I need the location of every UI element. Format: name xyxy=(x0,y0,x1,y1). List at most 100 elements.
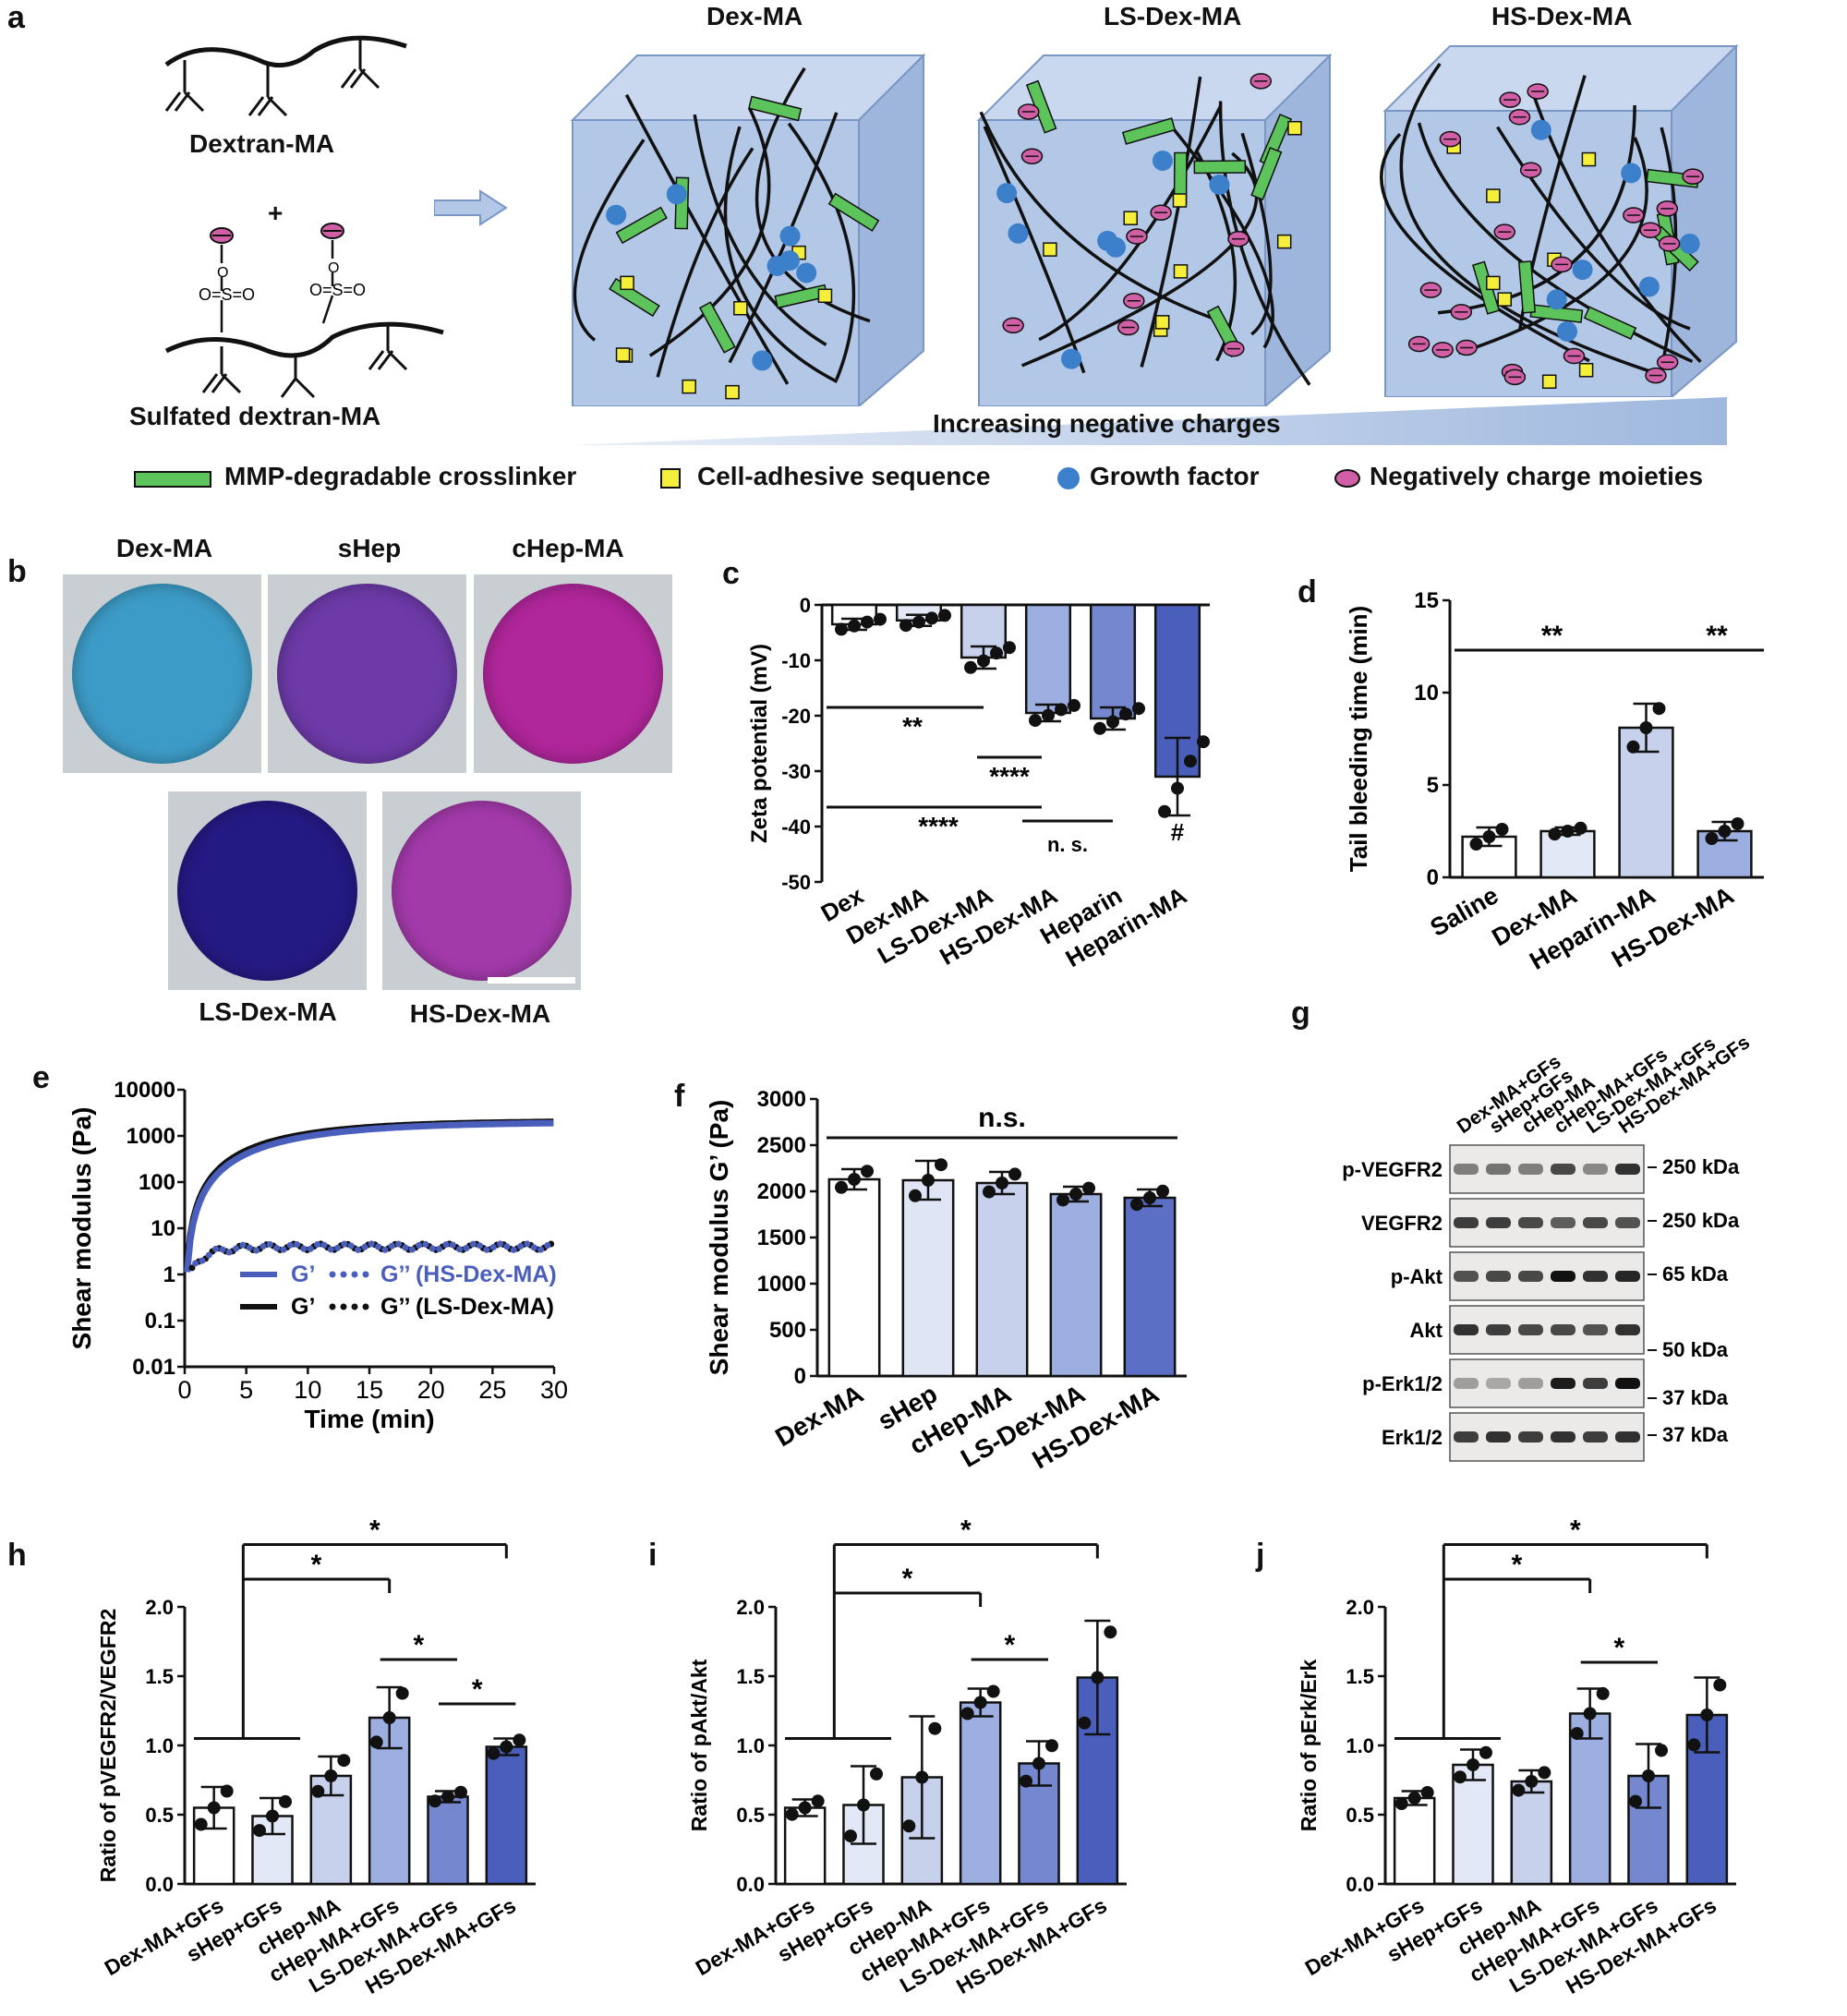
loss-point xyxy=(402,1244,409,1251)
marker-label: 250 kDa xyxy=(1662,1209,1740,1232)
adhesive-icon xyxy=(725,384,740,400)
growth-factor-icon xyxy=(779,250,800,272)
legend-dot xyxy=(362,1303,369,1310)
blot-band xyxy=(1454,1217,1479,1228)
growth-factor-icon xyxy=(796,262,817,284)
polymer-chain xyxy=(1140,76,1202,368)
polymer-chain xyxy=(979,111,1222,323)
loss-point xyxy=(436,1245,443,1252)
adhesive-icon xyxy=(620,275,634,291)
sig-annotation: * xyxy=(311,1550,322,1580)
svg-text:O: O xyxy=(328,260,339,276)
loss-point xyxy=(449,1241,456,1249)
plus-sign: + xyxy=(268,199,284,227)
dish-photo xyxy=(382,791,581,990)
y-tick-label: 0.0 xyxy=(1346,1873,1374,1896)
data-point xyxy=(1467,1758,1479,1771)
data-point xyxy=(253,1824,266,1838)
legend-growth-factor: Growth factor xyxy=(1090,462,1260,490)
data-point xyxy=(1045,1739,1058,1753)
loss-point xyxy=(416,1241,423,1249)
loss-point xyxy=(334,1244,342,1251)
y-tick-label: 0 xyxy=(800,594,811,617)
data-point xyxy=(1700,1708,1714,1721)
growth-factor-icon xyxy=(1057,467,1080,489)
blot-band xyxy=(1615,1378,1640,1389)
sulfated-dextran-structure: O=S=O O=S=O O O xyxy=(164,223,444,399)
loss-point xyxy=(395,1240,403,1248)
y-tick-label: 15 xyxy=(1414,588,1439,613)
y-tick-label: 1.0 xyxy=(145,1734,174,1757)
loss-point xyxy=(341,1240,348,1248)
crosslinker-icon xyxy=(1250,147,1283,201)
y-tick-label: 2.0 xyxy=(1346,1596,1374,1619)
dish-photo xyxy=(63,574,261,773)
loss-point xyxy=(300,1245,308,1252)
crosslinker-icon xyxy=(827,192,880,232)
blot-row-label: p-VEGFR2 xyxy=(1342,1158,1443,1181)
panel-label-j: j xyxy=(1256,1538,1265,1573)
growth-factor-icon xyxy=(666,184,687,205)
y-tick-label: 1.5 xyxy=(1346,1665,1374,1688)
sig-annotation: * xyxy=(472,1674,483,1705)
adhesive-icon xyxy=(733,301,748,316)
y-axis-label: Shear modulus (Pa) xyxy=(67,1107,96,1350)
data-point xyxy=(1479,1745,1492,1759)
y-tick-label: -20 xyxy=(781,705,811,728)
legend-dot xyxy=(329,1271,336,1278)
blot-band xyxy=(1518,1217,1543,1228)
blot-band xyxy=(1551,1164,1575,1175)
data-point xyxy=(1130,1198,1143,1212)
bar xyxy=(1024,603,1072,715)
legend-dot xyxy=(351,1271,358,1278)
data-point xyxy=(938,609,951,622)
data-point xyxy=(899,619,912,633)
data-point xyxy=(912,615,925,629)
blot-strip xyxy=(1449,1305,1645,1355)
sig-annotation: * xyxy=(1512,1550,1523,1580)
data-point xyxy=(1525,1775,1539,1788)
loss-point xyxy=(388,1242,395,1249)
blot-band xyxy=(1518,1324,1543,1335)
x-tick-label: 25 xyxy=(478,1376,506,1404)
arrow-right-icon xyxy=(434,189,508,226)
adhesive-icon xyxy=(1123,211,1138,225)
blot-band xyxy=(1486,1217,1511,1228)
crosslinker-icon xyxy=(1517,260,1536,314)
blot-band xyxy=(1583,1271,1608,1282)
adhesive-icon xyxy=(1043,242,1057,257)
adhesive-icon xyxy=(1154,315,1170,330)
y-tick-label: 1500 xyxy=(757,1225,806,1250)
y-tick-label: 1.5 xyxy=(145,1665,174,1688)
data-point xyxy=(1056,1193,1069,1207)
growth-factor-icon xyxy=(779,225,801,247)
sig-annotation: * xyxy=(902,1563,913,1594)
growth-factor-icon xyxy=(1638,276,1660,297)
growth-factor-icon xyxy=(1008,223,1029,244)
data-point xyxy=(1454,1770,1467,1784)
loss-point xyxy=(489,1244,497,1251)
y-tick-label: 0.5 xyxy=(145,1804,174,1827)
data-point xyxy=(1104,1625,1117,1639)
loss-point xyxy=(199,1257,206,1264)
marker-label: 250 kDa xyxy=(1662,1155,1740,1178)
loss-point xyxy=(246,1244,253,1251)
blot-row-label: p-Erk1/2 xyxy=(1362,1372,1443,1395)
panel-label-i: i xyxy=(648,1538,658,1573)
adhesive-icon xyxy=(660,468,681,489)
loss-point xyxy=(483,1246,490,1253)
data-point xyxy=(835,622,848,636)
polymer-chain xyxy=(1020,151,1259,368)
blot-band xyxy=(1454,1324,1479,1335)
polymer-chain xyxy=(728,112,839,364)
data-point xyxy=(1132,702,1145,716)
data-point xyxy=(990,646,1003,660)
growth-factor-icon xyxy=(752,350,773,371)
panel-label-b: b xyxy=(7,554,27,589)
blot-band xyxy=(1551,1324,1575,1335)
cube-title-hs-dex-ma: HS-Dex-MA xyxy=(1491,2,1633,30)
y-tick-label: 0.5 xyxy=(1346,1804,1374,1827)
polymer-chain xyxy=(573,139,646,342)
data-point xyxy=(935,1158,948,1172)
marker-label: 65 kDa xyxy=(1662,1262,1729,1286)
